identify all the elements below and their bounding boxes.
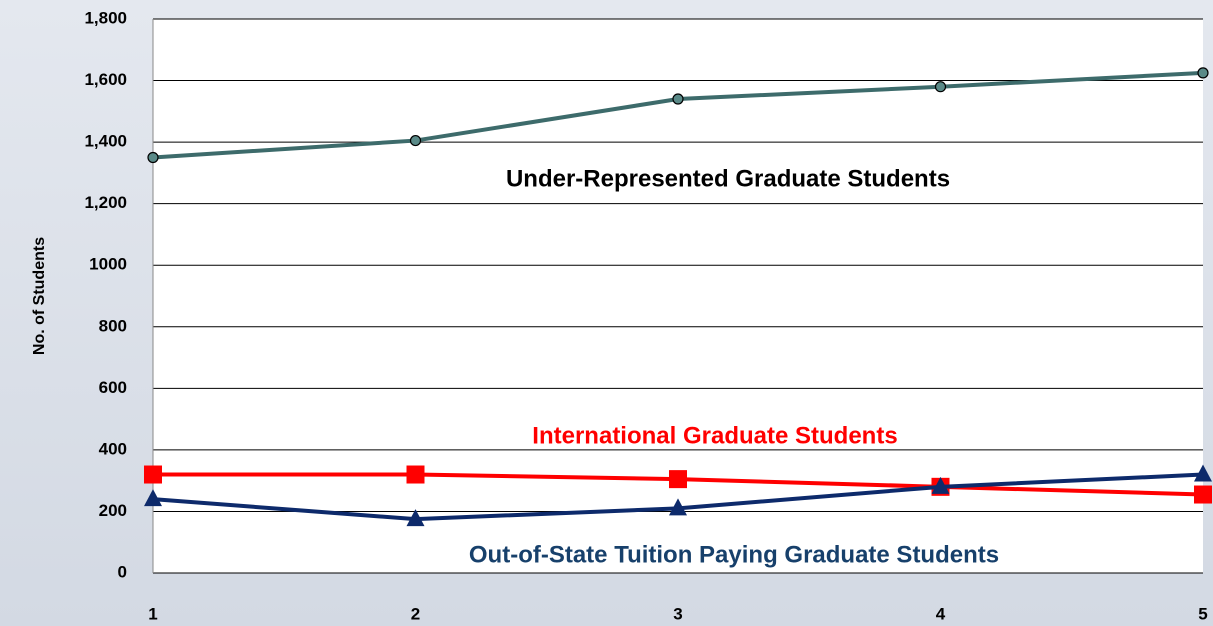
marker — [406, 509, 425, 527]
y-tick-label: 1,800 — [84, 8, 127, 27]
y-tick-label: 600 — [99, 378, 127, 397]
marker — [1194, 464, 1212, 482]
marker — [147, 151, 159, 164]
marker — [144, 489, 162, 507]
y-tick-label: 1,200 — [84, 193, 127, 212]
marker — [669, 470, 687, 489]
marker — [144, 465, 162, 484]
y-tick-label: 200 — [99, 501, 127, 520]
y-tick-label: 1,600 — [84, 70, 127, 89]
marker — [1194, 485, 1212, 504]
x-tick-label: 5 — [1198, 604, 1207, 623]
y-tick-label: 400 — [99, 439, 127, 458]
marker — [406, 465, 425, 484]
x-tick-label: 1 — [148, 604, 157, 623]
series-label: Out-of-State Tuition Paying Graduate Stu… — [469, 541, 999, 568]
y-tick-label: 0 — [118, 562, 127, 581]
x-tick-label: 4 — [936, 604, 946, 623]
y-tick-label: 1,400 — [84, 132, 127, 151]
marker — [409, 134, 422, 147]
series-label: Under-Represented Graduate Students — [506, 165, 950, 192]
y-tick-label: 1000 — [89, 255, 127, 274]
x-tick-label: 3 — [673, 604, 682, 623]
marker — [672, 93, 684, 105]
marker — [669, 498, 687, 516]
marker — [934, 81, 947, 93]
marker — [1197, 67, 1209, 79]
y-axis-label: No. of Students — [31, 237, 48, 355]
marker — [931, 476, 950, 494]
series-label: International Graduate Students — [532, 422, 897, 449]
y-tick-label: 800 — [99, 316, 127, 335]
x-tick-label: 2 — [411, 604, 420, 623]
